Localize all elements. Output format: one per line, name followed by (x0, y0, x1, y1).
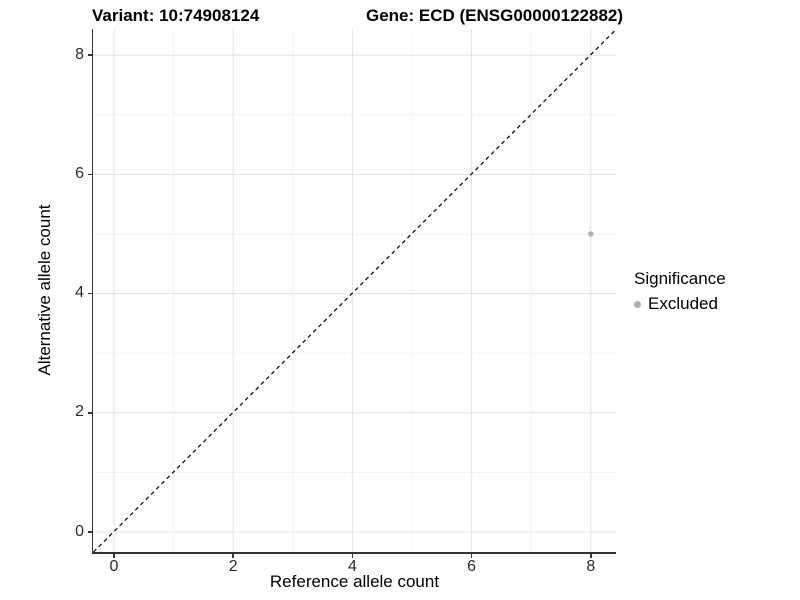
y-axis-tick (87, 412, 92, 414)
plot-canvas (93, 29, 617, 553)
legend-entry: Excluded (634, 294, 726, 314)
x-axis-tick (351, 553, 354, 558)
x-axis-tick (113, 553, 115, 558)
legend-title: Significance (634, 269, 726, 288)
x-axis-tick (590, 553, 592, 558)
y-axis-tick (87, 173, 92, 176)
x-tick-label: 8 (586, 558, 596, 575)
y-axis-tick (87, 292, 92, 295)
x-axis-tick (232, 553, 234, 558)
x-tick-label: 4 (347, 558, 357, 575)
y-tick-label: 0 (75, 522, 84, 540)
y-axis-tick (87, 54, 92, 56)
y-axis-line (91, 29, 93, 553)
x-axis-label: Reference allele count (269, 572, 440, 591)
legend-point-icon (634, 300, 641, 308)
legend: Significance Excluded (634, 269, 726, 314)
x-axis-line (91, 552, 616, 554)
x-tick-label: 0 (109, 558, 119, 575)
y-tick-label: 4 (75, 284, 84, 302)
x-tick-label: 6 (467, 558, 477, 575)
identity-line (93, 29, 617, 553)
y-axis-tick (87, 531, 92, 533)
gene-title: Gene: ECD (ENSG00000122882) (366, 6, 624, 25)
plot-panel (93, 29, 617, 553)
y-tick-label: 6 (75, 164, 84, 182)
y-tick-label: 2 (75, 403, 84, 421)
x-axis-tick (470, 553, 473, 558)
data-point (588, 231, 594, 237)
legend-entry-label: Excluded (648, 294, 718, 313)
x-tick-label: 2 (228, 558, 238, 575)
y-tick-label: 8 (75, 45, 84, 63)
variant-title: Variant: 10:74908124 (92, 6, 260, 25)
